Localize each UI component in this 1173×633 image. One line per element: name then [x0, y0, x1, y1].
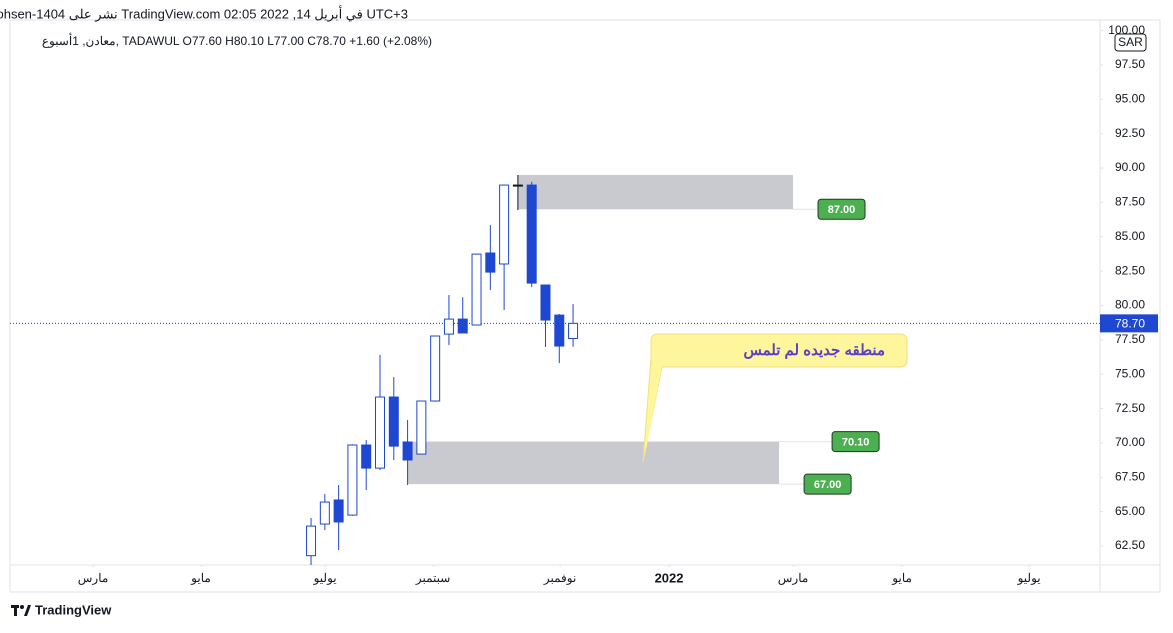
candle-body: [361, 444, 372, 469]
candle-body: [568, 322, 579, 339]
candle-body: [374, 396, 385, 469]
y-tick-label: 67.50: [1115, 469, 1145, 483]
y-tick-label: 62.50: [1115, 538, 1145, 552]
x-tick-label: يوليو: [1017, 571, 1041, 585]
candle-body: [457, 318, 468, 334]
y-tick-label: 85.00: [1115, 229, 1145, 243]
price-tag: [831, 431, 880, 453]
zone: [517, 174, 794, 210]
x-tick-label: سبتمبر: [415, 571, 450, 585]
currency: SAR: [1118, 35, 1143, 49]
candle-body: [388, 396, 399, 447]
x-tick-label: 2022: [655, 570, 684, 585]
callout-tail-fill: [645, 360, 662, 455]
price-tag-label: 87.00: [828, 204, 856, 216]
brand: TradingView: [35, 602, 112, 617]
y-tick-label: 77.50: [1115, 332, 1145, 346]
x-tick-label: مايو: [891, 571, 912, 585]
last-price-tag: [1100, 314, 1158, 333]
callout: [650, 333, 908, 368]
price-tag-label: 67.00: [814, 479, 842, 491]
plot: [10, 174, 1100, 565]
candle-body: [485, 252, 496, 273]
candle-body: [471, 253, 482, 326]
x-tick-label: يوليو: [313, 571, 337, 585]
price-tag: [817, 198, 866, 220]
candle-body: [430, 335, 441, 402]
candle-body: [526, 184, 537, 284]
candle-body: [347, 444, 358, 516]
candle-body: [499, 184, 510, 265]
y-tick-label: 87.50: [1115, 195, 1145, 209]
candle-body: [443, 318, 454, 335]
symbol-legend: معادن, 1أسبوع, TADAWUL O77.60 H80.10 L77…: [42, 33, 432, 48]
candle-body: [540, 284, 551, 321]
candle-body: [402, 441, 413, 461]
price-tag-label: 70.10: [842, 436, 870, 448]
y-tick-label: 80.00: [1115, 298, 1145, 312]
y-tick-label: 97.50: [1115, 57, 1145, 71]
x-tick-label: مايو: [190, 571, 211, 585]
last-price-label: 78.70: [1115, 317, 1145, 331]
candle-body: [512, 184, 523, 187]
y-tick-label: 92.50: [1115, 126, 1145, 140]
candle-body: [319, 501, 330, 525]
currency-box: [1114, 33, 1147, 52]
candle-body: [554, 314, 565, 347]
header: Mohsen-1404 نشر على TradingView.com في أ…: [0, 5, 408, 22]
y-tick-label: 65.00: [1115, 504, 1145, 518]
y-tick-label: 82.50: [1115, 263, 1145, 277]
y-tick-label: 95.00: [1115, 91, 1145, 105]
y-tick-label: 72.50: [1115, 401, 1145, 415]
y-tick-label: 90.00: [1115, 160, 1145, 174]
candle-body: [306, 525, 317, 557]
x-tick-label: مارس: [778, 571, 809, 585]
y-tick-label: 100.00: [1108, 23, 1145, 37]
candle-body: [416, 400, 427, 455]
candle-body: [333, 499, 344, 523]
callout-text: منطقه جديده لم تلمس: [743, 342, 885, 359]
price-tag: [803, 473, 852, 495]
y-tick-label: 75.00: [1115, 366, 1145, 380]
axes: 62.50 65.00 67.50 70.00 72.50 75.00 77.50 80.00…: [78, 23, 1158, 585]
zone: [407, 441, 780, 485]
frame: [9, 19, 1161, 593]
x-tick-label: نوفمبر: [543, 571, 576, 585]
y-tick-label: 70.00: [1115, 435, 1145, 449]
logo: [11, 605, 31, 616]
x-tick-label: مارس: [78, 571, 109, 585]
